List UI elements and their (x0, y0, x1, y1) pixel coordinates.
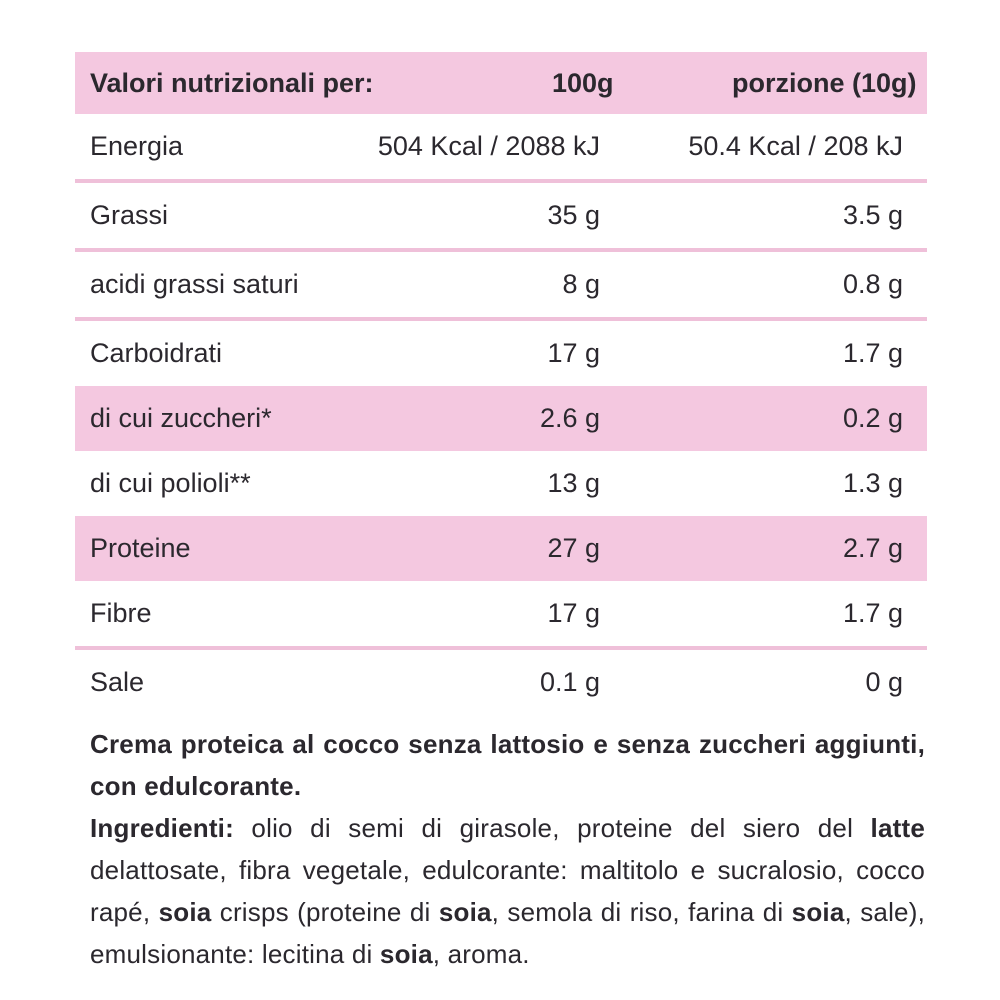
row-label: Fibre (90, 598, 152, 628)
header-col-portion: porzione (10g) (732, 67, 917, 98)
row-value-100g: 27 g (547, 533, 600, 563)
nutrition-row: Fibre 17 g 1.7 g (75, 581, 927, 646)
text-segment: , semola di riso, farina di (491, 897, 792, 927)
row-label: di cui polioli** (90, 468, 251, 498)
bold-text-segment: Ingredienti: (90, 813, 234, 843)
nutrition-row: di cui polioli** 13 g 1.3 g (75, 451, 927, 516)
nutrition-row: Sale 0.1 g 0 g (75, 646, 927, 715)
row-label: Energia (90, 131, 184, 161)
nutrition-row: Grassi 35 g 3.5 g (75, 179, 927, 248)
row-value-100g: 8 g (562, 269, 600, 299)
ingredients-paragraph: Ingredienti: olio di semi di girasole, p… (90, 807, 925, 975)
row-value-portion: 1.3 g (842, 468, 903, 498)
row-label: Carboidrati (90, 338, 223, 368)
nutrition-row: acidi grassi saturi 8 g 0.8 g (75, 248, 927, 317)
row-label: di cui zuccheri* (90, 403, 272, 433)
row-label: Grassi (90, 200, 169, 230)
bold-text-segment: soia (438, 897, 492, 927)
text-segment: delattosate, fibra vegetale, edulcorante… (90, 855, 925, 927)
text-segment: , sale), emulsionante: lecitina di (90, 897, 926, 969)
header-title: Valori nutrizionali per: (90, 67, 374, 98)
row-value-portion: 0.2 g (842, 403, 903, 433)
row-label: Proteine (90, 533, 191, 563)
row-value-100g: 17 g (547, 598, 600, 628)
product-description: Crema proteica al cocco senza lattosio e… (90, 723, 925, 807)
row-value-100g: 2.6 g (539, 403, 600, 433)
bold-text-segment: latte (870, 813, 925, 843)
nutrition-label: Valori nutrizionali per: 100g porzione (… (75, 52, 927, 975)
row-value-100g: 13 g (547, 468, 600, 498)
header-col-100g: 100g (552, 67, 614, 98)
text-segment: olio di semi di girasole, proteine del s… (233, 813, 871, 843)
row-value-100g: 0.1 g (539, 667, 600, 697)
row-value-100g: 504 Kcal / 2088 kJ (377, 131, 600, 161)
row-label: acidi grassi saturi (90, 269, 299, 299)
row-value-portion: 50.4 Kcal / 208 kJ (688, 131, 903, 161)
nutrition-row: Carboidrati 17 g 1.7 g (75, 317, 927, 386)
row-value-portion: 2.7 g (842, 533, 903, 563)
bold-text-segment: soia (158, 897, 212, 927)
row-value-portion: 0 g (865, 667, 903, 697)
bold-text-segment: soia (379, 939, 433, 969)
nutrition-row: Energia 504 Kcal / 2088 kJ 50.4 Kcal / 208… (75, 114, 927, 179)
bold-text-segment: soia (791, 897, 845, 927)
row-value-portion: 1.7 g (842, 598, 903, 628)
nutrition-row: Proteine 27 g 2.7 g (75, 516, 927, 581)
row-value-100g: 17 g (547, 338, 600, 368)
text-segment: , aroma. (432, 939, 530, 969)
row-label: Sale (90, 667, 145, 697)
row-value-portion: 0.8 g (842, 269, 903, 299)
row-value-100g: 35 g (547, 200, 600, 230)
row-value-portion: 3.5 g (842, 200, 903, 230)
label-text-block: Crema proteica al cocco senza lattosio e… (75, 723, 927, 975)
row-value-portion: 1.7 g (842, 338, 903, 368)
table-header-row: Valori nutrizionali per: 100g porzione (… (75, 52, 927, 114)
text-segment: crisps (proteine di (211, 897, 439, 927)
bold-text-segment: Crema proteica al cocco senza lattosio e… (90, 729, 925, 801)
nutrition-rows: Energia 504 Kcal / 2088 kJ 50.4 Kcal / 208… (75, 114, 927, 715)
nutrition-row: di cui zuccheri* 2.6 g 0.2 g (75, 386, 927, 451)
